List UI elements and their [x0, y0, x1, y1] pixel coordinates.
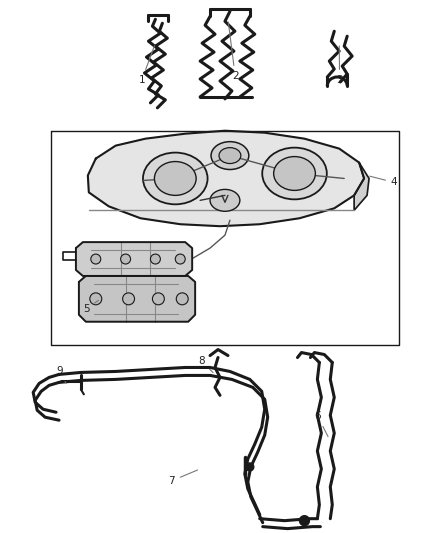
- Ellipse shape: [155, 161, 196, 196]
- Circle shape: [152, 293, 164, 305]
- Text: 6: 6: [314, 411, 328, 437]
- Polygon shape: [76, 242, 192, 276]
- Text: 9: 9: [56, 366, 66, 383]
- Ellipse shape: [274, 157, 315, 190]
- Circle shape: [175, 254, 185, 264]
- Ellipse shape: [262, 148, 327, 199]
- Circle shape: [246, 463, 254, 471]
- Text: 3: 3: [336, 46, 343, 85]
- Ellipse shape: [143, 152, 208, 204]
- Text: 1: 1: [138, 46, 155, 85]
- Polygon shape: [79, 276, 195, 322]
- Circle shape: [90, 293, 102, 305]
- Text: 4: 4: [370, 176, 398, 188]
- Circle shape: [120, 254, 131, 264]
- Circle shape: [176, 293, 188, 305]
- Circle shape: [150, 254, 160, 264]
- Text: 8: 8: [198, 357, 213, 373]
- Ellipse shape: [210, 189, 240, 211]
- Ellipse shape: [219, 148, 241, 164]
- Text: 2: 2: [228, 22, 239, 81]
- Ellipse shape: [211, 142, 249, 169]
- Polygon shape: [354, 163, 369, 211]
- Circle shape: [300, 516, 309, 526]
- Circle shape: [123, 293, 134, 305]
- Circle shape: [91, 254, 101, 264]
- Text: 7: 7: [168, 470, 198, 486]
- Text: 5: 5: [83, 301, 99, 314]
- Polygon shape: [88, 131, 364, 226]
